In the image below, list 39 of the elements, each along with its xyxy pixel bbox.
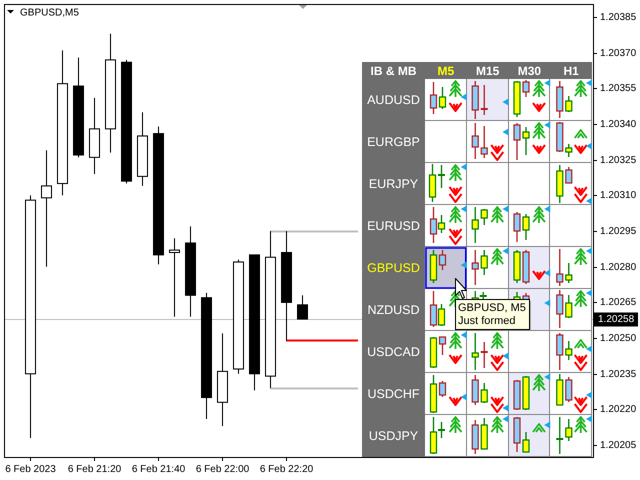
category-label: USDJPY xyxy=(368,429,418,443)
candlestick xyxy=(41,150,52,268)
x-tick-label: 6 Feb 22:00 xyxy=(196,464,250,475)
category-label: M15 xyxy=(476,64,500,78)
category-label: USDCHF xyxy=(367,387,420,401)
y-tick-label: 1.20385 xyxy=(600,12,637,23)
annotation: Just formed xyxy=(458,315,516,327)
category-label: H1 xyxy=(563,64,580,78)
category-label: USDCAD xyxy=(367,345,420,359)
chart-title: GBPUSD,M5 xyxy=(20,8,80,18)
text: IB & MB xyxy=(370,64,417,78)
y-tick-label: 1.20235 xyxy=(600,369,637,380)
category-label: EURGBP xyxy=(367,135,420,149)
category-label: AUDUSD xyxy=(367,93,420,107)
x-tick-label: 6 Feb 22:20 xyxy=(260,464,314,475)
y-tick-label: 1.20370 xyxy=(600,48,637,59)
y-tick-label: 1.20205 xyxy=(600,440,637,451)
category-label: EURUSD xyxy=(367,219,420,233)
category-label: M5 xyxy=(438,64,455,78)
y-tick-label: 1.20310 xyxy=(600,190,637,201)
candlestick xyxy=(169,238,180,318)
y-tick-label: 1.20355 xyxy=(600,83,637,94)
y-tick-label: 1.20265 xyxy=(600,297,637,308)
y-tick-label: 1.20340 xyxy=(600,119,637,130)
category-label: GBPUSD xyxy=(367,261,420,275)
y-tick-label: 1.20295 xyxy=(600,226,637,237)
x-tick-label: 6 Feb 2023 xyxy=(5,464,56,475)
category-label: NZDUSD xyxy=(367,303,420,317)
category-label: M30 xyxy=(518,64,542,78)
y-tick-label: 1.20250 xyxy=(600,333,637,344)
y-tick-label: 1.20280 xyxy=(600,262,637,273)
category-label: EURJPY xyxy=(368,177,418,191)
x-tick-label: 6 Feb 21:20 xyxy=(68,464,122,475)
candlestick xyxy=(297,294,308,320)
y-tick-label: 1.20220 xyxy=(600,404,637,415)
ref-line-label: 1.20258 xyxy=(598,314,635,325)
x-tick-label: 6 Feb 21:40 xyxy=(132,464,186,475)
annotation: GBPUSD, M5 xyxy=(458,302,526,314)
y-tick-label: 1.20325 xyxy=(600,155,637,166)
